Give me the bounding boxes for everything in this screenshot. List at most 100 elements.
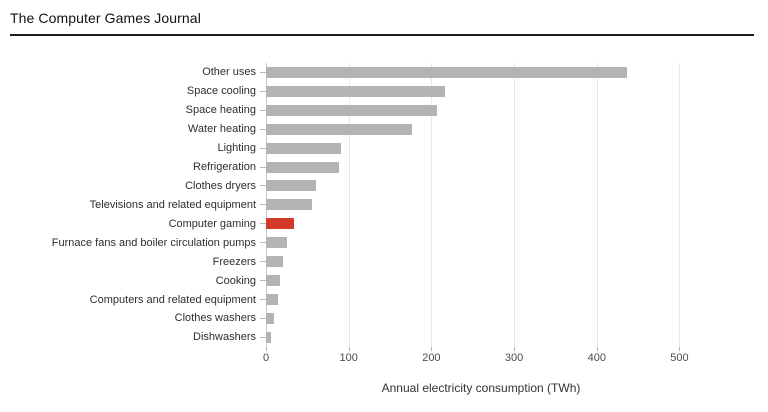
y-tick-mark bbox=[260, 128, 266, 130]
y-tick-mark bbox=[260, 299, 266, 301]
bar-row: Space cooling bbox=[10, 82, 707, 101]
bar-row: Clothes dryers bbox=[10, 177, 707, 196]
x-tick-mark bbox=[679, 347, 681, 351]
y-tick-mark bbox=[260, 223, 266, 225]
gridline-x500 bbox=[679, 63, 681, 347]
y-tick-mark bbox=[260, 71, 266, 73]
category-label: Cooking bbox=[215, 274, 256, 287]
bar-row: Furnace fans and boiler circulation pump… bbox=[10, 233, 707, 252]
y-tick-mark bbox=[260, 147, 266, 149]
y-tick-mark bbox=[260, 317, 266, 319]
y-tick-mark bbox=[260, 90, 266, 92]
bar bbox=[266, 104, 438, 116]
category-label: Refrigeration bbox=[193, 161, 256, 174]
x-axis-title: Annual electricity consumption (TWh) bbox=[381, 381, 581, 395]
category-label: Computer gaming bbox=[168, 217, 256, 230]
y-tick-mark bbox=[260, 204, 266, 206]
chart-plot-area: Other uses Space cooling Space heating Wate… bbox=[10, 63, 707, 347]
journal-header: The Computer Games Journal bbox=[10, 9, 758, 36]
category-label: Space cooling bbox=[186, 85, 256, 98]
electricity-consumption-bar-chart: Other uses Space cooling Space heating Wate… bbox=[10, 63, 758, 397]
category-label: Computers and related equipment bbox=[89, 293, 256, 306]
bar bbox=[266, 85, 445, 97]
x-tick-label: 100 bbox=[339, 352, 358, 364]
category-label: Clothes washers bbox=[174, 312, 256, 325]
bar-track bbox=[266, 312, 696, 324]
category-label: Freezers bbox=[212, 255, 256, 268]
x-tick-label: 400 bbox=[587, 352, 606, 364]
y-tick-mark bbox=[260, 166, 266, 168]
bar bbox=[266, 142, 342, 154]
bar-track bbox=[266, 66, 696, 78]
bar-row: Computer gaming bbox=[10, 214, 707, 233]
bar bbox=[266, 66, 628, 78]
bar-track bbox=[266, 275, 696, 287]
page-title: The Computer Games Journal bbox=[10, 10, 201, 26]
x-tick-mark bbox=[348, 347, 350, 351]
bar-row: Space heating bbox=[10, 101, 707, 120]
y-tick-mark bbox=[260, 280, 266, 282]
bar-row: Refrigeration bbox=[10, 158, 707, 177]
bar-track bbox=[266, 237, 696, 249]
x-tick-label: 200 bbox=[422, 352, 441, 364]
bar bbox=[266, 256, 283, 268]
bar bbox=[266, 199, 313, 211]
bar-track bbox=[266, 294, 696, 306]
bar-track bbox=[266, 199, 696, 211]
bar-row: Cooking bbox=[10, 271, 707, 290]
bar bbox=[266, 331, 271, 343]
bar-track bbox=[266, 123, 696, 135]
category-label: Furnace fans and boiler circulation pump… bbox=[51, 236, 256, 249]
y-tick-mark bbox=[260, 109, 266, 111]
gridline-x200 bbox=[431, 63, 433, 347]
bar-row: Dishwashers bbox=[10, 328, 707, 347]
header-rule bbox=[10, 34, 754, 36]
x-tick-mark bbox=[266, 347, 267, 351]
category-label: Space heating bbox=[185, 104, 256, 117]
y-tick-mark bbox=[260, 261, 266, 263]
bar-track bbox=[266, 104, 696, 116]
x-tick-mark bbox=[596, 347, 598, 351]
bar-row: Computers and related equipment bbox=[10, 290, 707, 309]
bar-track bbox=[266, 331, 696, 343]
gridline-x300 bbox=[514, 63, 516, 347]
category-label: Water heating bbox=[187, 123, 256, 136]
bar bbox=[266, 275, 281, 287]
x-tick-label: 300 bbox=[504, 352, 524, 364]
bar-track bbox=[266, 142, 696, 154]
bar bbox=[266, 312, 275, 324]
bar-track bbox=[266, 256, 696, 268]
y-tick-mark bbox=[260, 185, 266, 187]
bar-computer-gaming-highlight bbox=[266, 218, 295, 230]
bar bbox=[266, 237, 287, 249]
x-axis-title-row: Annual electricity consumption (TWh) bbox=[266, 379, 696, 397]
bar bbox=[266, 294, 279, 306]
category-label: Televisions and related equipment bbox=[89, 198, 256, 211]
x-axis: 0 100 200 300 400 500 bbox=[262, 347, 696, 367]
bar-track bbox=[266, 85, 696, 97]
gridline-x400 bbox=[596, 63, 598, 347]
x-tick-mark bbox=[514, 347, 516, 351]
bar bbox=[266, 180, 317, 192]
y-tick-mark bbox=[260, 242, 266, 244]
bar-row: Televisions and related equipment bbox=[10, 195, 707, 214]
category-label: Lighting bbox=[217, 142, 256, 155]
x-tick-label: 500 bbox=[670, 352, 689, 364]
gridline-x100 bbox=[348, 63, 350, 347]
x-tick-mark bbox=[431, 347, 433, 351]
x-tick-label: 0 bbox=[262, 352, 270, 364]
bar bbox=[266, 161, 339, 173]
bar-row: Clothes washers bbox=[10, 309, 707, 328]
y-tick-mark bbox=[260, 336, 266, 338]
bar-track bbox=[266, 161, 696, 173]
category-label: Clothes dryers bbox=[185, 179, 256, 192]
bar bbox=[266, 123, 412, 135]
bar-row: Water heating bbox=[10, 120, 707, 139]
bar-track bbox=[266, 218, 696, 230]
bar-row: Lighting bbox=[10, 139, 707, 158]
bar-row: Other uses bbox=[10, 63, 707, 82]
category-label: Other uses bbox=[202, 66, 256, 79]
bar-row: Freezers bbox=[10, 252, 707, 271]
bar-track bbox=[266, 180, 696, 192]
